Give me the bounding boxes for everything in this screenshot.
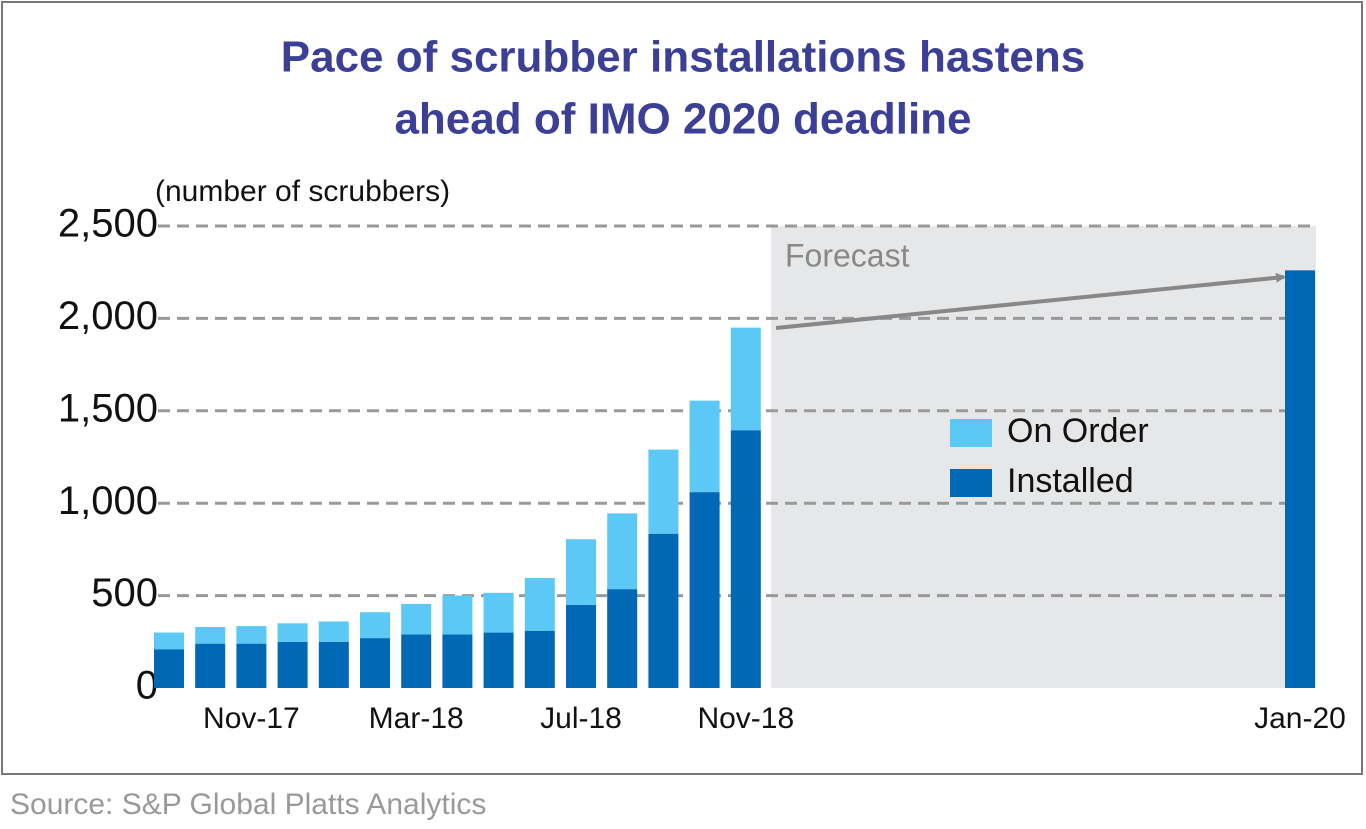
- bar-segment: [360, 612, 390, 639]
- y-tick-label: 1,500: [58, 386, 158, 430]
- x-tick-label: Nov-18: [697, 702, 794, 735]
- bar-segment: [318, 641, 349, 688]
- y-tick-label: 500: [91, 571, 158, 615]
- y-axis-label: (number of scrubbers): [155, 175, 450, 208]
- bar-segment: [277, 641, 308, 688]
- bar-segment: [154, 632, 184, 650]
- bar-segment: [566, 539, 596, 605]
- bar-segment: [401, 634, 432, 688]
- legend-swatch: [950, 469, 992, 497]
- chart-title: Pace of scrubber installations hastens: [281, 33, 1085, 82]
- bar-segment: [401, 603, 432, 635]
- x-tick-label: Nov-17: [203, 702, 300, 735]
- bar-segment: [566, 604, 596, 688]
- bar-segment: [154, 649, 184, 688]
- forecast-arrow: [775, 272, 1286, 330]
- bar-segment: [236, 643, 267, 688]
- bar-segment: [648, 533, 679, 688]
- bar-segment: [648, 449, 679, 534]
- bar-segment: [318, 621, 349, 642]
- bar-segment: [195, 643, 226, 688]
- y-tick-label: 1,000: [58, 479, 158, 523]
- bar-segment: [1285, 270, 1315, 688]
- bar-segment: [442, 595, 473, 635]
- y-tick-label: 0: [136, 664, 158, 708]
- bar-segment: [442, 634, 473, 688]
- bar-segment: [689, 492, 720, 688]
- bar-segment: [524, 578, 555, 631]
- bar-segment: [236, 626, 267, 644]
- forecast-region: [771, 226, 1316, 688]
- x-tick-label: Jan-20: [1254, 702, 1346, 735]
- x-tick-label: Jul-18: [540, 702, 622, 735]
- forecast-label: Forecast: [785, 237, 910, 273]
- legend-swatch: [950, 419, 992, 447]
- bar-segment: [483, 632, 514, 688]
- bar-segment: [730, 327, 761, 431]
- bar-segment: [360, 638, 390, 688]
- legend-label: On Order: [1007, 412, 1149, 450]
- y-tick-label: 2,000: [58, 294, 158, 338]
- bar-segment: [277, 623, 308, 642]
- y-tick-label: 2,500: [58, 202, 158, 246]
- legend-label: Installed: [1007, 462, 1134, 500]
- bar-segment: [689, 400, 720, 493]
- bar-segment: [195, 627, 226, 644]
- x-tick-label: Mar-18: [369, 702, 464, 735]
- bar-segment: [730, 430, 761, 688]
- bar-segment: [524, 630, 555, 688]
- bar-segment: [607, 513, 638, 590]
- chart-title: ahead of IMO 2020 deadline: [394, 95, 971, 144]
- source: Source: S&P Global Platts Analytics: [10, 788, 486, 821]
- bar-segment: [607, 589, 638, 688]
- bar-segment: [483, 592, 514, 633]
